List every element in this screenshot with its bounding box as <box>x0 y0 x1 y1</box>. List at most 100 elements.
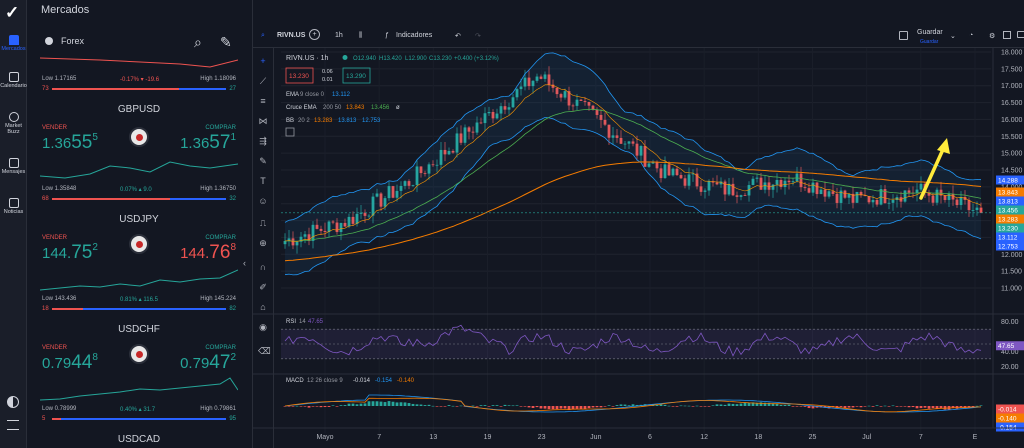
trendline-icon[interactable]: ⟋ <box>259 76 267 86</box>
symbol-search-icon[interactable]: ⌕ <box>261 32 265 39</box>
save-sublabel: Guardar <box>920 39 939 45</box>
price-badge-label: 13.456 <box>998 208 1018 215</box>
macd-histogram-bar <box>895 406 899 407</box>
eye-icon[interactable]: ◉ <box>259 322 267 332</box>
macd-badge <box>996 404 1024 414</box>
markets-panel: Mercados Forex ⌕ ✎ Low 1.17165 -0.17% ▾ -… <box>28 0 239 448</box>
buy-label[interactable]: COMPRAR <box>205 345 236 351</box>
nav-item-calendario[interactable]: Calendario <box>0 72 27 89</box>
buy-price[interactable]: 1.36571 <box>180 132 236 154</box>
candle-body <box>903 190 907 202</box>
save-button[interactable]: Guardar <box>917 29 943 36</box>
candle-body <box>871 199 875 203</box>
sell-label[interactable]: VENDER <box>42 345 68 351</box>
horizontal-lines-icon[interactable]: ≡ <box>260 96 266 106</box>
magnet-icon[interactable]: ∩ <box>259 262 267 272</box>
sell-label[interactable]: VENDER <box>42 125 68 131</box>
candle-body <box>731 183 735 196</box>
market-card-usdcad[interactable]: USDCAD <box>40 432 238 448</box>
buy-label[interactable]: COMPRAR <box>205 125 236 131</box>
price-badge-label: 14.288 <box>998 178 1018 185</box>
candle-body <box>375 193 379 197</box>
candle-body <box>759 177 763 190</box>
sell-label[interactable]: VENDER <box>42 235 68 241</box>
text-tool-icon[interactable]: T <box>260 176 266 186</box>
pattern-icon[interactable]: ⋈ <box>258 116 268 126</box>
fullscreen-icon[interactable] <box>1003 31 1011 39</box>
redo-icon[interactable]: ↷ <box>475 33 481 40</box>
market-card-usdjpy[interactable]: USDJPY VENDER COMPRAR 144.752 144.768 Lo… <box>40 210 238 318</box>
nav-item-mensajes[interactable]: Mensajes <box>0 158 27 175</box>
forex-filter[interactable]: Forex ⌕ ✎ <box>41 30 239 52</box>
candle-body <box>323 230 327 233</box>
macd-histogram-bar <box>547 406 551 410</box>
macd-label: MACD <box>286 378 304 384</box>
macd-histogram-bar <box>887 406 891 407</box>
price-part: 0.79 <box>180 355 210 372</box>
macd-value: -0.154 <box>375 378 393 384</box>
gear-icon[interactable]: ⚙ <box>989 33 996 40</box>
undo-icon[interactable]: ↶ <box>455 33 461 40</box>
macd-histogram-bar <box>871 406 875 407</box>
add-symbol-icon[interactable]: + <box>309 29 320 40</box>
chevron-down-icon[interactable]: ⌄ <box>950 33 956 40</box>
candle-body <box>451 150 455 153</box>
sentiment-bar: 68 32 <box>42 196 236 202</box>
nav-item-mercados[interactable]: Mercados <box>0 35 27 52</box>
theme-toggle-icon[interactable] <box>7 396 19 408</box>
candle-body <box>415 166 419 185</box>
macd-histogram-bar <box>811 406 815 409</box>
edit-pencil-icon[interactable]: ✎ <box>220 34 232 50</box>
macd-histogram-bar <box>979 405 983 407</box>
forex-label: Forex <box>61 36 85 46</box>
trash-icon[interactable]: ⌫ <box>258 346 271 356</box>
macd-value: -0.014 <box>353 378 371 384</box>
symbol-name: GBPUSD <box>117 104 161 115</box>
macd-histogram-bar <box>635 404 639 406</box>
interval-button[interactable]: 1h <box>335 32 343 39</box>
sentiment-track <box>52 308 226 310</box>
symbol-name: USDCHF <box>118 324 160 335</box>
news-icon <box>8 198 19 208</box>
emoji-icon[interactable]: ☺ <box>258 196 268 206</box>
low-value: Low 143.436 <box>42 296 77 302</box>
chart-type-icon[interactable]: ⫼ <box>359 32 363 39</box>
ruler-icon[interactable]: ⎍ <box>259 218 267 228</box>
indicators-button[interactable]: Indicadores <box>396 32 433 39</box>
brush-icon[interactable]: ✎ <box>259 156 267 166</box>
lock-icon[interactable]: ⌂ <box>260 302 266 312</box>
collapse-panel-icon[interactable]: ‹ <box>243 258 246 268</box>
nav-item-market-buzz[interactable]: Market Buzz <box>0 112 27 135</box>
replay-icon[interactable]: ◔ <box>969 32 974 39</box>
settings-sliders-icon[interactable] <box>7 420 19 430</box>
fib-tools-icon[interactable]: ⇶ <box>259 136 267 146</box>
crosshair-icon[interactable]: + <box>260 56 266 66</box>
sell-price[interactable]: 144.752 <box>42 242 98 264</box>
symbol-button[interactable]: RIVN.US <box>277 32 306 39</box>
price-big: 55 <box>71 132 93 153</box>
candle-body <box>639 146 643 156</box>
layout-icon[interactable] <box>899 31 908 40</box>
candle-body <box>467 127 471 132</box>
macd-histogram-bar <box>539 406 543 409</box>
market-card-usdchf[interactable]: USDCHF VENDER COMPRAR 0.79448 0.79472 Lo… <box>40 320 238 428</box>
search-icon[interactable]: ⌕ <box>194 34 202 50</box>
buy-price[interactable]: 0.79472 <box>180 352 236 374</box>
price-small: 1 <box>230 132 236 143</box>
zoom-in-icon[interactable]: ⊕ <box>259 238 267 248</box>
sell-price[interactable]: 1.36555 <box>42 132 98 154</box>
candle-body <box>327 221 331 233</box>
buy-price[interactable]: 144.768 <box>180 242 236 264</box>
macd-histogram-bar <box>379 401 383 406</box>
nav-item-noticias[interactable]: Noticias <box>0 198 27 215</box>
buy-label[interactable]: COMPRAR <box>205 235 236 241</box>
indicators-icon[interactable]: ƒ <box>385 32 389 39</box>
candle-body <box>347 216 351 227</box>
camera-icon[interactable] <box>1017 31 1024 38</box>
pencil-lock-icon[interactable]: ✐ <box>259 282 267 292</box>
price-chart[interactable]: 18.000 17.500 17.000 16.500 16.000 15.500 15.0… <box>253 48 1024 448</box>
sell-count: 68 <box>42 196 49 202</box>
sell-price[interactable]: 0.79448 <box>42 352 98 374</box>
market-card-partial[interactable]: Low 1.17165 -0.17% ▾ -19.6 High 1.18096 73… <box>40 54 238 98</box>
market-card-gbpusd[interactable]: GBPUSD VENDER COMPRAR 1.36555 1.36571 Lo… <box>40 100 238 208</box>
